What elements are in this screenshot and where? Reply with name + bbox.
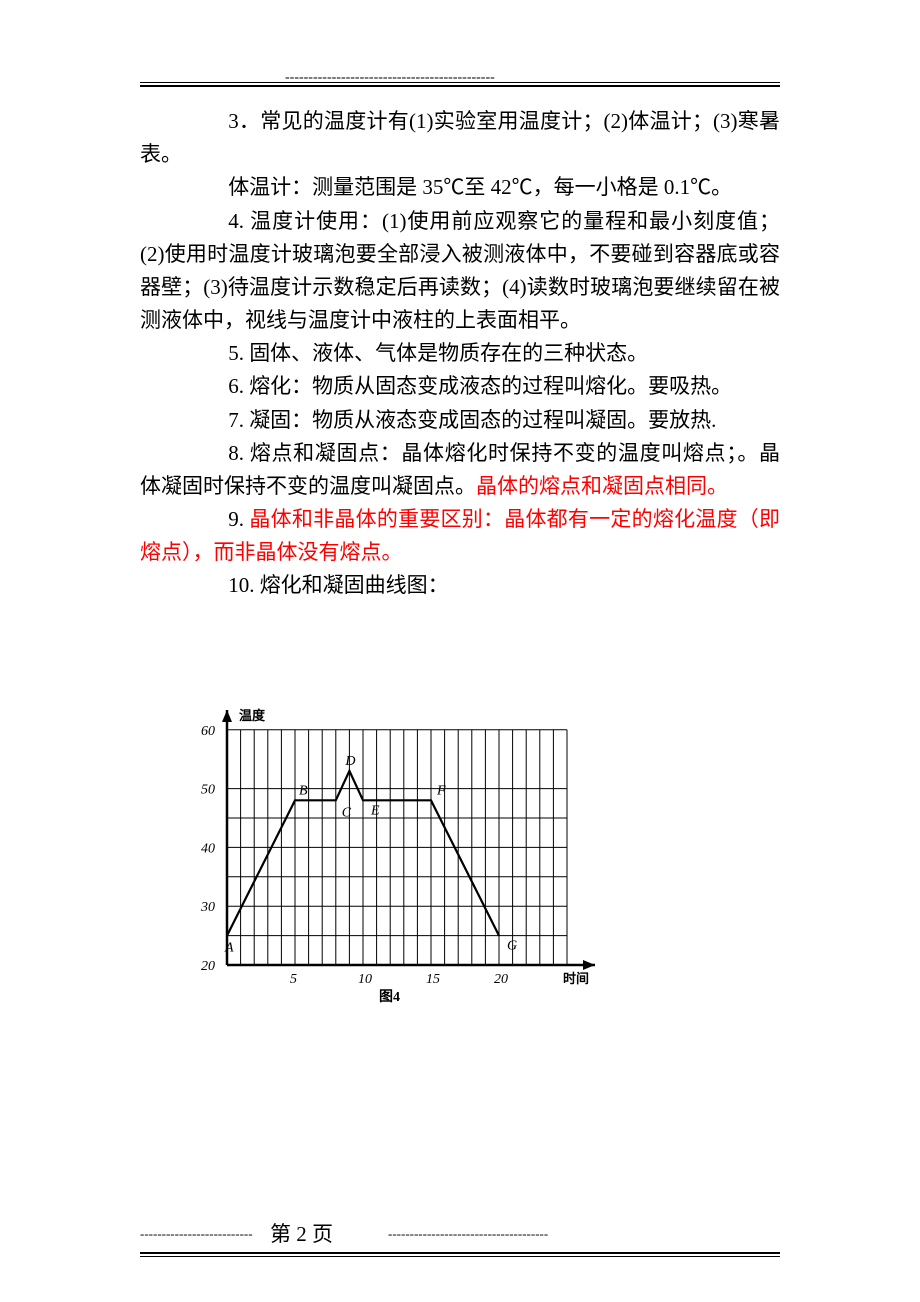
paragraph-8: 8. 熔点和凝固点：晶体熔化时保持不变的温度叫熔点；。晶体凝固时保持不变的温度叫… [140,437,780,503]
svg-text:30: 30 [200,900,215,915]
svg-text:E: E [370,803,380,818]
svg-text:D: D [344,754,355,769]
p9-num: 9. [228,507,249,531]
paragraph-6: 6. 熔化：物质从固态变成液态的过程叫熔化。要吸热。 [140,370,780,403]
svg-text:20: 20 [201,959,215,974]
svg-text:15: 15 [426,972,440,987]
svg-text:B: B [299,783,308,798]
svg-text:5: 5 [290,972,297,987]
document-body: 3．常见的温度计有(1)实验室用温度计；(2)体温计；(3)寒暑表。 体温计：测… [140,105,780,603]
svg-text:图4: 图4 [379,989,400,1005]
page-number: 第 2 页 [270,1218,333,1248]
svg-text:10: 10 [358,972,372,987]
paragraph-3: 3．常见的温度计有(1)实验室用温度计；(2)体温计；(3)寒暑表。 [140,105,780,171]
svg-text:60: 60 [201,724,215,739]
svg-text:G: G [507,939,517,954]
footer-dashes-right: ------------------------------------- [388,1226,548,1242]
chart-svg: 20 30 40 50 60 5 10 15 20 温度时间 A B C D E F G 图4 [172,700,612,1010]
svg-text:温度: 温度 [239,708,266,723]
paragraph-5: 5. 固体、液体、气体是物质存在的三种状态。 [140,337,780,370]
svg-text:A: A [224,941,234,956]
svg-text:C: C [342,805,352,820]
svg-text:40: 40 [201,841,215,856]
p8-red: 晶体的熔点和凝固点相同。 [476,474,728,498]
svg-text:50: 50 [201,783,215,798]
paragraph-10: 10. 熔化和凝固曲线图： [140,569,780,602]
paragraph-3b: 体温计：测量范围是 35℃至 42℃，每一小格是 0.1℃。 [140,171,780,204]
paragraph-9: 9. 晶体和非晶体的重要区别：晶体都有一定的熔化温度（即熔点），而非晶体没有熔点… [140,503,780,569]
paragraph-4: 4. 温度计使用：(1)使用前应观察它的量程和最小刻度值；(2)使用时温度计玻璃… [140,205,780,338]
svg-text:时间: 时间 [563,971,589,986]
header-rule [140,82,780,88]
svg-text:20: 20 [494,972,508,987]
svg-text:F: F [436,783,446,798]
footer-dashes-left: -------------------------- [140,1226,253,1242]
paragraph-7: 7. 凝固：物质从液态变成固态的过程叫凝固。要放热. [140,404,780,437]
melting-curve-chart: 20 30 40 50 60 5 10 15 20 温度时间 A B C D E F G 图4 [172,700,612,1010]
